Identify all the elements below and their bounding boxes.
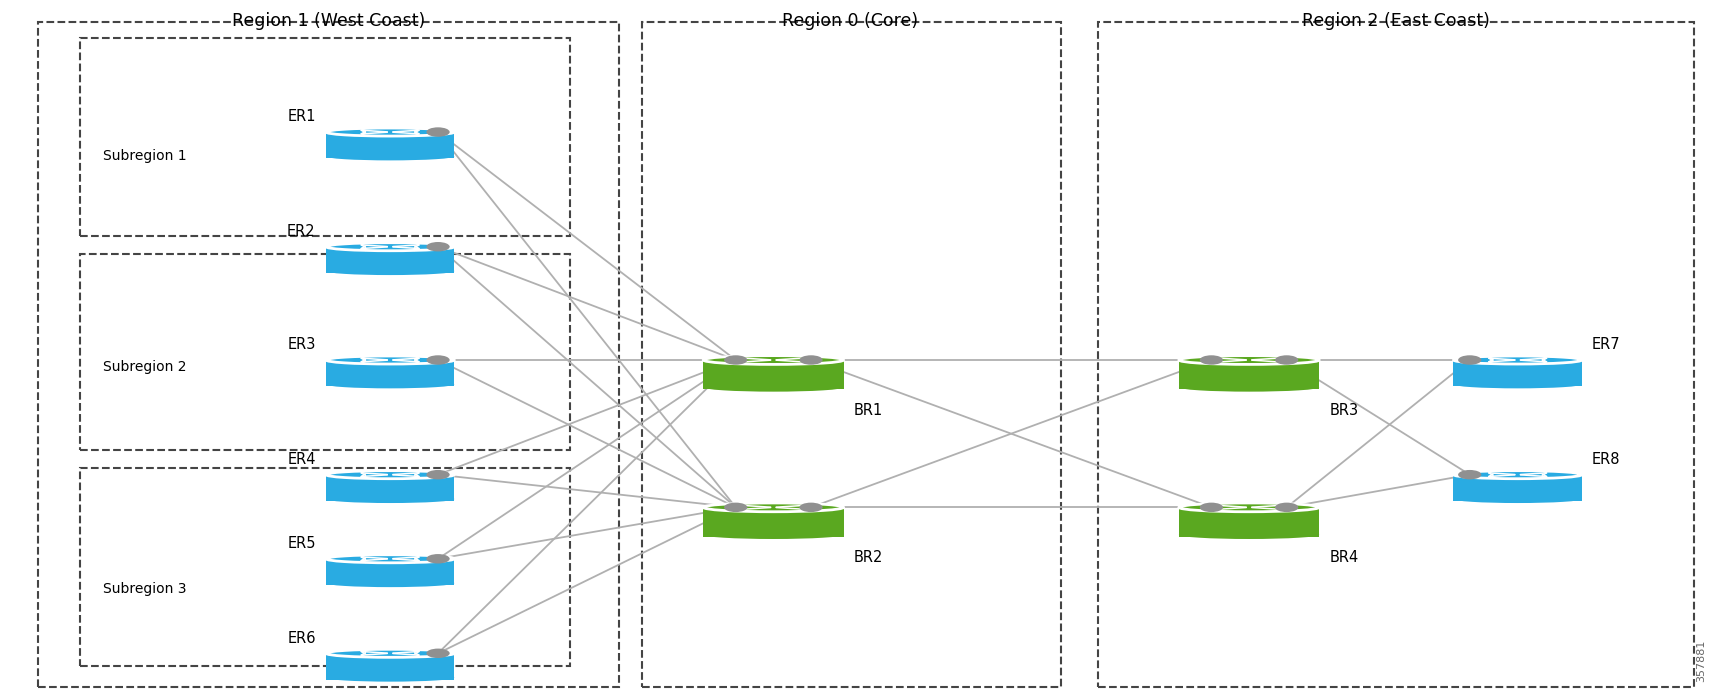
Text: ER3: ER3 [287, 337, 315, 352]
Circle shape [724, 502, 748, 512]
Bar [325, 247, 453, 273]
Ellipse shape [703, 530, 844, 539]
Text: ER4: ER4 [287, 452, 315, 467]
Ellipse shape [1453, 380, 1581, 389]
Bar [325, 559, 453, 585]
Text: 357881: 357881 [1696, 640, 1706, 682]
Circle shape [799, 502, 823, 512]
Bar [325, 653, 453, 680]
Text: BR4: BR4 [1329, 550, 1359, 565]
Bar [703, 360, 844, 389]
Text: Region 0 (Core): Region 0 (Core) [782, 12, 919, 30]
Text: BR3: BR3 [1329, 403, 1359, 418]
Bar [325, 360, 453, 386]
Bar [38, 22, 619, 687]
Ellipse shape [325, 471, 453, 479]
Circle shape [1275, 355, 1299, 365]
Ellipse shape [325, 555, 453, 563]
Ellipse shape [703, 356, 844, 364]
Ellipse shape [1453, 495, 1581, 503]
Text: ER1: ER1 [287, 109, 315, 124]
Ellipse shape [1179, 530, 1319, 539]
Bar [325, 475, 453, 501]
Ellipse shape [1453, 356, 1581, 364]
Circle shape [426, 355, 450, 365]
Circle shape [724, 355, 748, 365]
Bar [80, 254, 570, 450]
Circle shape [426, 648, 450, 658]
Ellipse shape [1179, 383, 1319, 392]
Circle shape [1458, 355, 1482, 365]
Ellipse shape [325, 356, 453, 364]
Circle shape [799, 355, 823, 365]
Text: ER2: ER2 [287, 224, 315, 239]
Ellipse shape [1179, 503, 1319, 512]
Text: Subregion 2: Subregion 2 [103, 360, 186, 374]
Bar [1453, 360, 1581, 386]
Circle shape [1199, 355, 1223, 365]
Bar [325, 132, 453, 158]
Circle shape [1199, 502, 1223, 512]
Ellipse shape [325, 267, 453, 275]
Text: ER8: ER8 [1591, 452, 1620, 467]
Circle shape [426, 554, 450, 564]
Circle shape [1458, 470, 1482, 480]
Ellipse shape [325, 649, 453, 657]
Text: Region 2 (East Coast): Region 2 (East Coast) [1302, 12, 1490, 30]
Ellipse shape [325, 152, 453, 161]
Circle shape [426, 127, 450, 137]
Bar [1453, 475, 1581, 501]
Bar [1179, 507, 1319, 537]
Text: BR1: BR1 [854, 403, 883, 418]
Ellipse shape [325, 128, 453, 136]
Bar [642, 22, 1061, 687]
Text: BR2: BR2 [854, 550, 883, 565]
Circle shape [426, 242, 450, 252]
Bar [80, 38, 570, 236]
Text: Region 1 (West Coast): Region 1 (West Coast) [233, 12, 424, 30]
Bar [1179, 360, 1319, 389]
Text: ER6: ER6 [287, 630, 315, 646]
Ellipse shape [1179, 356, 1319, 364]
Ellipse shape [325, 579, 453, 587]
Text: Subregion 3: Subregion 3 [103, 582, 186, 596]
Bar [1098, 22, 1694, 687]
Circle shape [426, 470, 450, 480]
Ellipse shape [703, 503, 844, 512]
Ellipse shape [1453, 471, 1581, 479]
Ellipse shape [325, 673, 453, 682]
Ellipse shape [325, 243, 453, 251]
Bar [80, 468, 570, 666]
Text: Subregion 1: Subregion 1 [103, 149, 186, 163]
Ellipse shape [703, 383, 844, 392]
Text: ER5: ER5 [287, 536, 315, 551]
Ellipse shape [325, 380, 453, 389]
Circle shape [1275, 502, 1299, 512]
Ellipse shape [325, 495, 453, 503]
Text: ER7: ER7 [1591, 337, 1620, 352]
Bar [703, 507, 844, 537]
